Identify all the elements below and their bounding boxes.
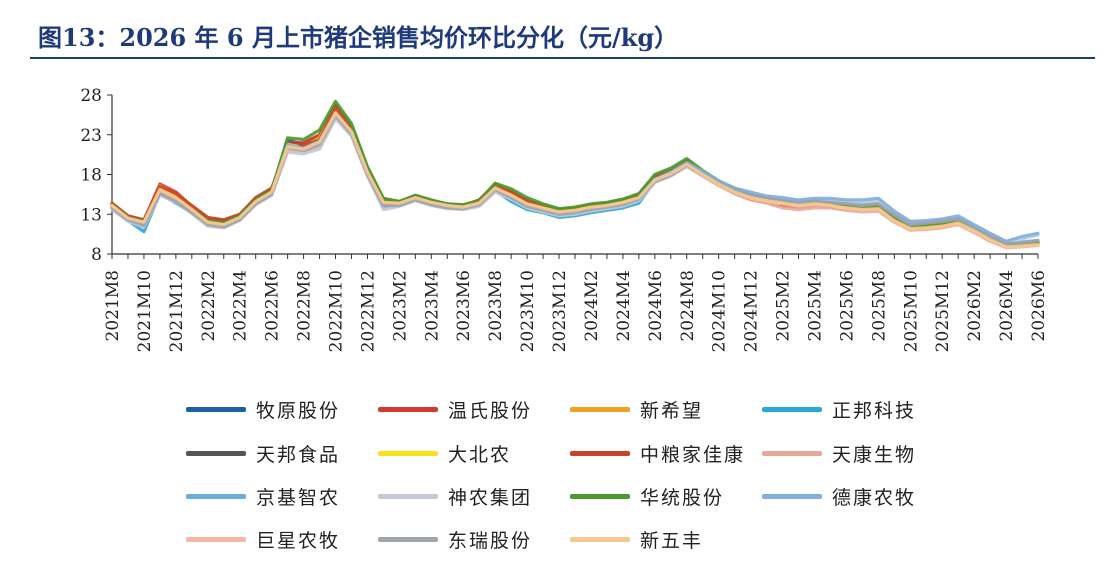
x-tick-label: 2026M4 bbox=[997, 270, 1017, 342]
page-title: 图13：2026 年 6 月上市猪企销售均价环比分化（元/kg） bbox=[38, 23, 679, 52]
y-tick-label: 18 bbox=[80, 166, 102, 186]
series-line-3 bbox=[110, 112, 1040, 249]
x-tick-label: 2023M4 bbox=[422, 270, 442, 342]
y-tick-label: 23 bbox=[80, 126, 102, 146]
x-tick-label: 2022M12 bbox=[358, 270, 378, 352]
x-tick-label: 2022M10 bbox=[327, 270, 347, 352]
x-tick-label: 2023M10 bbox=[518, 270, 538, 352]
x-tick-label: 2025M12 bbox=[933, 270, 953, 352]
x-tick-label: 2024M2 bbox=[582, 270, 602, 342]
x-tick-label: 2025M4 bbox=[805, 270, 825, 342]
x-tick-label: 2025M6 bbox=[837, 270, 857, 342]
x-tick-label: 2024M4 bbox=[614, 270, 634, 342]
series-line-7 bbox=[110, 115, 1040, 250]
y-tick-label: 28 bbox=[80, 86, 102, 106]
x-tick-label: 2021M8 bbox=[103, 270, 123, 342]
x-tick-label: 2023M2 bbox=[390, 270, 410, 342]
x-tick-label: 2025M10 bbox=[901, 270, 921, 352]
title-divider bbox=[30, 57, 1095, 59]
x-tick-label: 2024M10 bbox=[710, 270, 730, 352]
x-tick-label: 2023M8 bbox=[486, 270, 506, 342]
x-tick-label: 2022M8 bbox=[295, 270, 315, 342]
title-bar: 图13：2026 年 6 月上市猪企销售均价环比分化（元/kg） bbox=[0, 0, 1116, 59]
x-tick-label: 2026M6 bbox=[1029, 270, 1049, 342]
series-line-12 bbox=[110, 114, 1040, 250]
x-tick-label: 2026M2 bbox=[965, 270, 985, 342]
x-tick-label: 2024M6 bbox=[646, 270, 666, 342]
x-tick-label: 2021M10 bbox=[135, 270, 155, 352]
x-tick-label: 2023M12 bbox=[550, 270, 570, 352]
x-tick-label: 2021M12 bbox=[167, 270, 187, 352]
x-tick-label: 2025M2 bbox=[774, 270, 794, 342]
x-tick-label: 2024M8 bbox=[678, 270, 698, 342]
y-tick-label: 8 bbox=[91, 245, 102, 265]
x-tick-label: 2022M6 bbox=[263, 270, 283, 342]
series-line-14 bbox=[110, 111, 1040, 249]
x-tick-label: 2024M12 bbox=[742, 270, 762, 352]
x-tick-label: 2022M2 bbox=[199, 270, 219, 342]
y-tick-label: 13 bbox=[80, 205, 102, 225]
x-tick-label: 2022M4 bbox=[231, 270, 251, 342]
x-tick-label: 2025M8 bbox=[869, 270, 889, 342]
x-tick-label: 2023M6 bbox=[454, 270, 474, 342]
series-line-13 bbox=[110, 114, 1040, 246]
series-line-2 bbox=[110, 109, 1040, 249]
